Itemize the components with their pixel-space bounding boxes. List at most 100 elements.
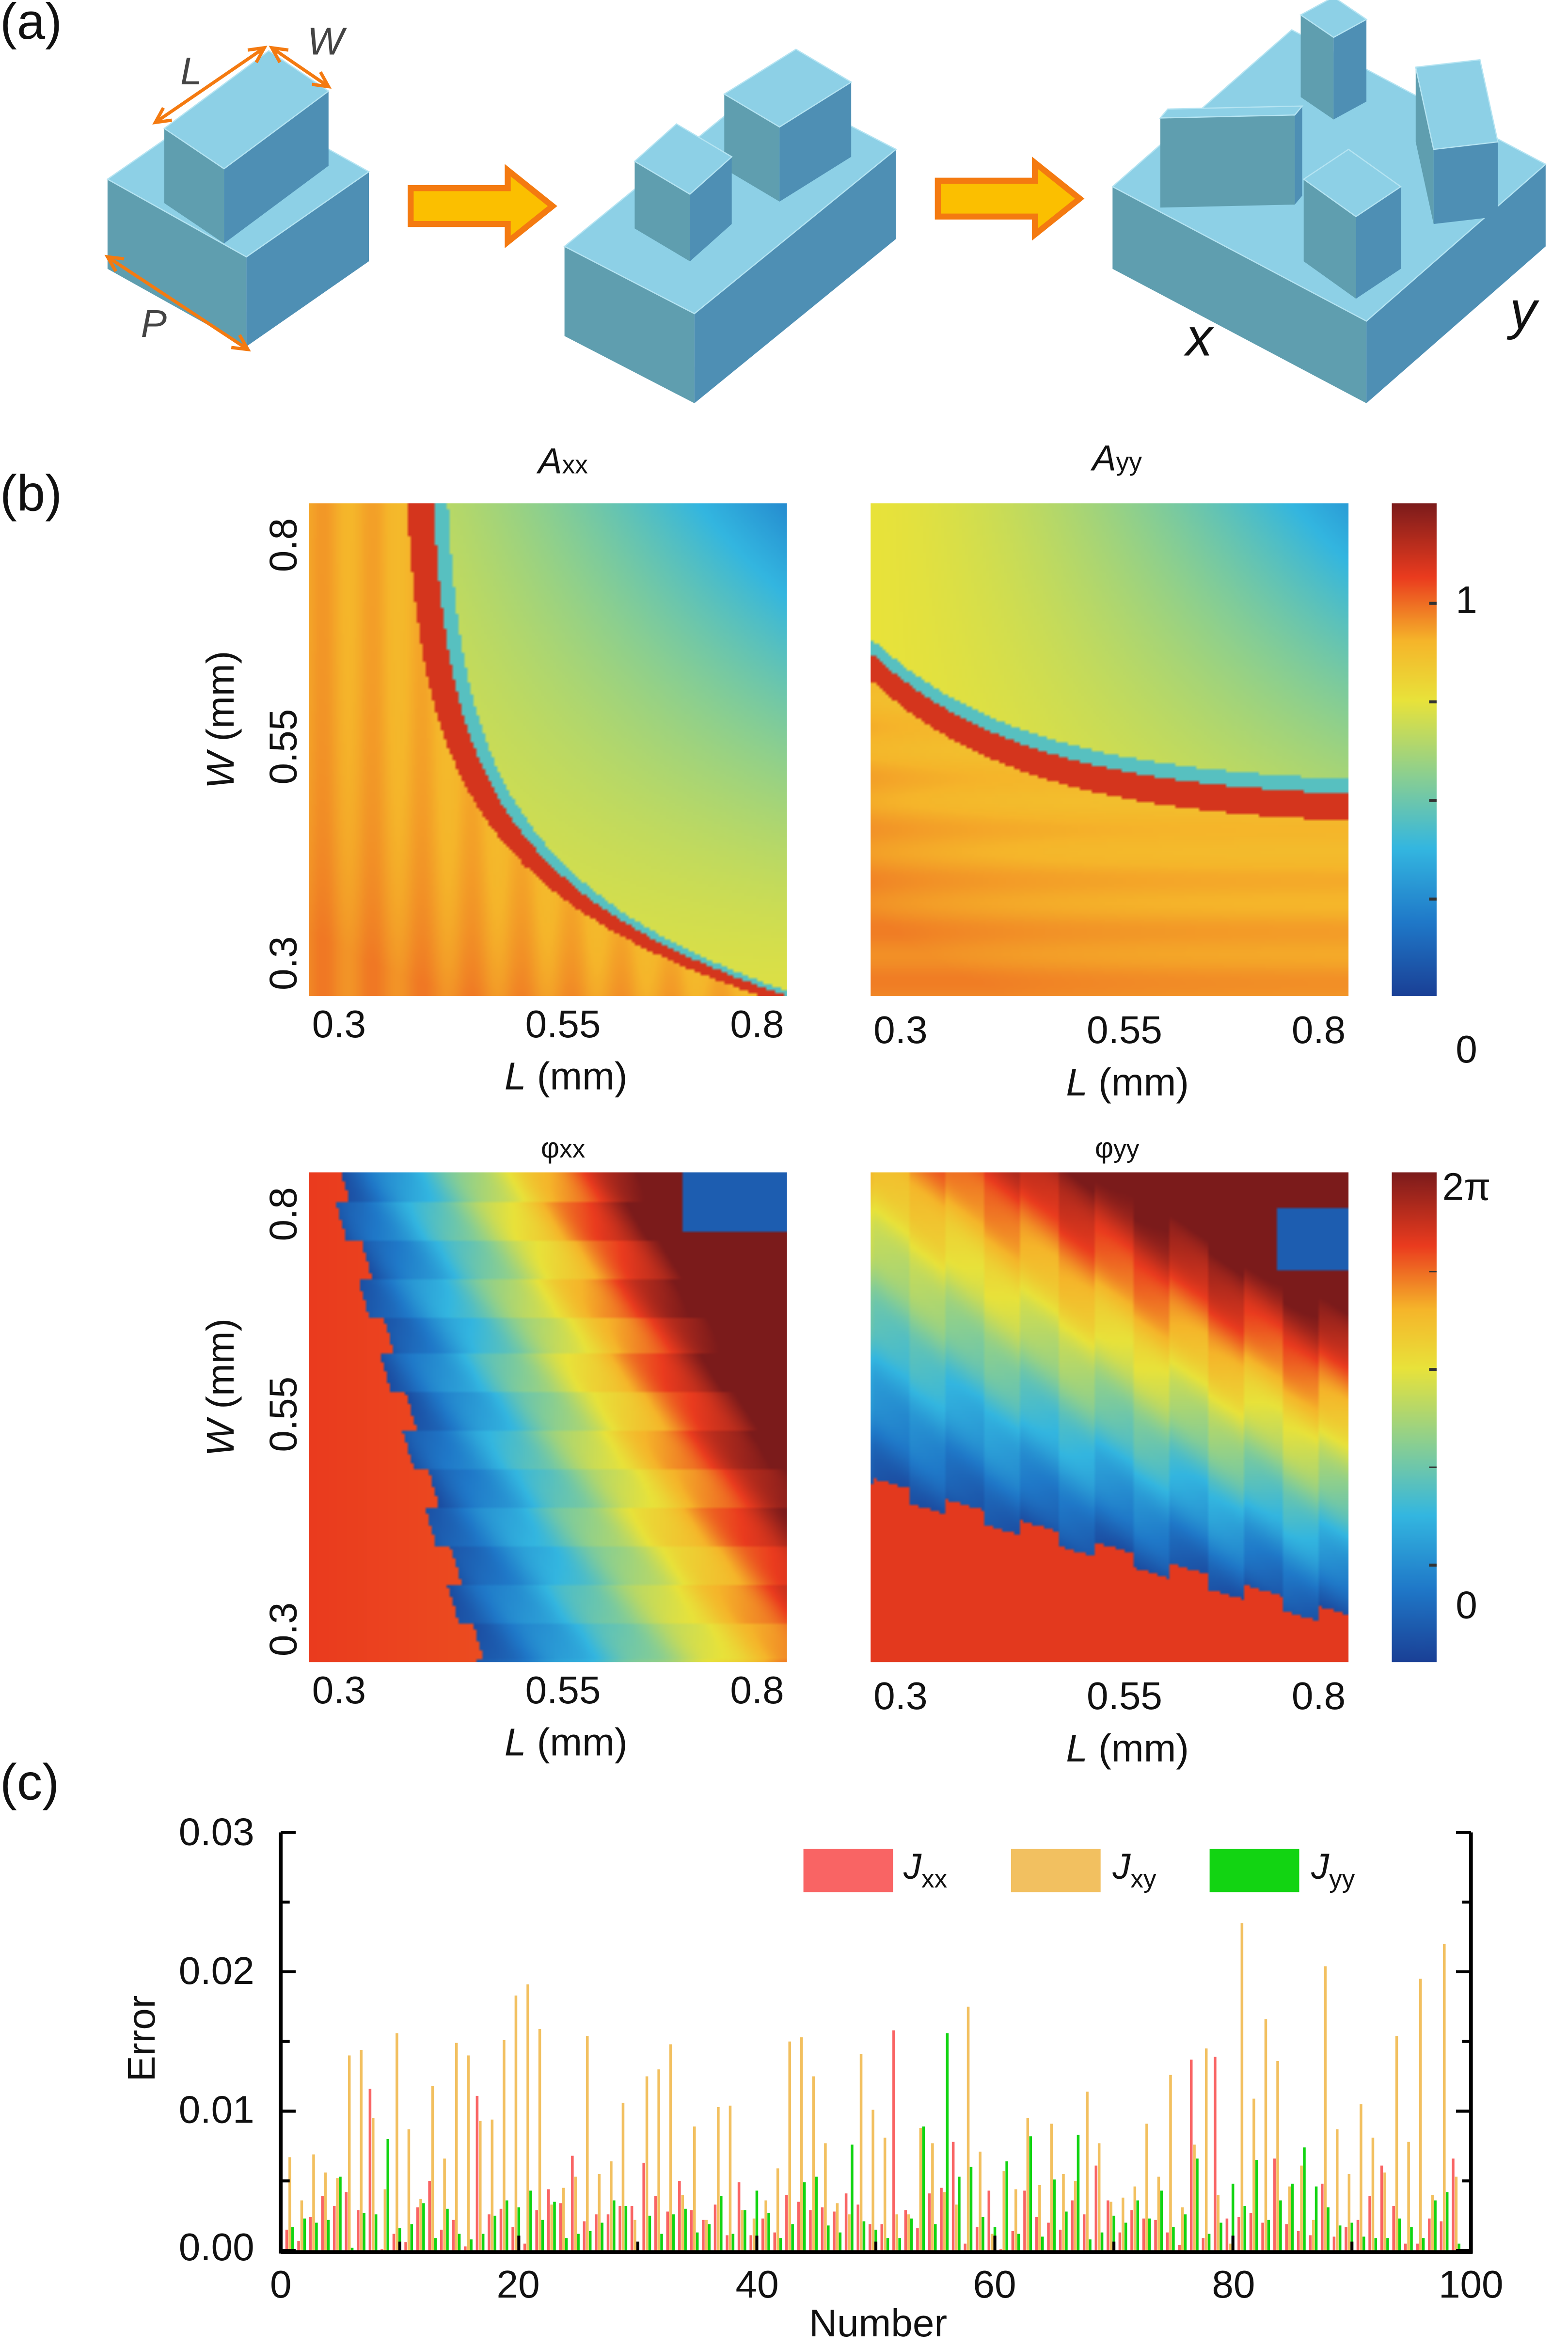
- bar-jxy: [883, 2138, 887, 2251]
- heatmap-title-sub: xx: [559, 1133, 586, 1164]
- colorbar-max-label: 2π: [1442, 1164, 1491, 1209]
- bar-jyy: [767, 2213, 770, 2251]
- bar-jxy: [1240, 1923, 1244, 2251]
- bar-jyy: [684, 2208, 687, 2251]
- bar-jyy: [1124, 2222, 1127, 2251]
- bar-jxy: [1074, 2181, 1077, 2251]
- bar-jxx: [1047, 2222, 1050, 2251]
- bar-jxx: [1189, 2060, 1193, 2251]
- bar-jyy: [755, 2190, 759, 2251]
- bar-jxx: [856, 2204, 859, 2251]
- bar-jyy: [1005, 2161, 1008, 2251]
- bar-jxx: [678, 2181, 681, 2251]
- bar-jxx: [606, 2214, 610, 2251]
- bar-jxx: [737, 2182, 741, 2251]
- bar-jxx: [654, 2196, 657, 2251]
- y-tick-label: 0.8: [260, 1187, 306, 1241]
- bar-jxx: [416, 2207, 419, 2251]
- colorbar: [1392, 1172, 1437, 1663]
- unit-cell-2-pillar-front: [634, 123, 733, 262]
- bar-jxy: [1122, 2197, 1125, 2251]
- axis-label-x: x: [1186, 306, 1213, 367]
- bar-jxy: [1169, 2075, 1172, 2251]
- bar-jxy: [1062, 2173, 1065, 2251]
- legend-label-main: J: [1112, 1847, 1131, 1888]
- bar-jyy: [672, 2214, 675, 2251]
- bar-jxy: [431, 2086, 434, 2251]
- heatmap-title-sub: xx: [562, 449, 588, 480]
- bar-jyy: [898, 2238, 901, 2251]
- bar-jxx: [1380, 2165, 1383, 2251]
- bar-jxy: [657, 2069, 660, 2251]
- bar-jyy: [744, 2210, 746, 2251]
- bar-jyy: [862, 2221, 866, 2251]
- bar-jyy: [1445, 2192, 1449, 2251]
- x-axis-label: Number: [809, 2300, 948, 2346]
- bar-jxy: [514, 1995, 518, 2251]
- y-tick-label: 0.8: [260, 518, 306, 572]
- bar-jxx: [571, 2156, 574, 2251]
- bar-jxy: [348, 2055, 351, 2251]
- bar-jxy: [562, 2188, 565, 2251]
- bar-jyy: [1100, 2232, 1104, 2251]
- bar-jxy: [681, 2195, 684, 2251]
- bar-jxx: [1142, 2218, 1145, 2251]
- bar-jyy: [1065, 2211, 1068, 2251]
- bar-jyy: [601, 2222, 604, 2251]
- bar-jxy: [574, 2176, 577, 2251]
- bar-jxy: [788, 2041, 791, 2251]
- bar-jxy: [871, 2109, 874, 2251]
- bar-jxy: [693, 2126, 696, 2251]
- bar-jyy: [339, 2176, 342, 2251]
- bar-jyy: [1017, 2234, 1020, 2251]
- legend-swatch-jxy: [1011, 1849, 1101, 1892]
- heatmap-title-sub: yy: [1113, 1133, 1140, 1164]
- bar-jyy: [422, 2203, 425, 2251]
- bar-jxy: [491, 2119, 494, 2251]
- bar-jxx: [821, 2207, 824, 2251]
- bar-jxy: [1419, 1979, 1422, 2251]
- y-tick-label: 0.00: [178, 2224, 254, 2269]
- bar-jyy: [1220, 2222, 1222, 2251]
- bar-jxx: [785, 2195, 788, 2251]
- bar-jxx: [595, 2214, 598, 2251]
- bar-jxx: [928, 2193, 931, 2251]
- bar-jxy: [1157, 2176, 1160, 2251]
- colorbar-tick: [1429, 602, 1437, 604]
- bar-jxx: [1404, 2243, 1407, 2251]
- bar-jyy: [1148, 2218, 1151, 2251]
- block-right-face: [1333, 19, 1367, 120]
- bar-jyy: [1291, 2184, 1294, 2251]
- dimension-label-l: L: [180, 48, 202, 94]
- unit-cell-3-pillar-front: [1302, 148, 1402, 299]
- y-axis-label-var: W: [198, 752, 243, 789]
- bar-jxy: [1324, 1966, 1327, 2251]
- unit-cell-1-pillar: [163, 50, 330, 244]
- x-axis-label-unit: (mm): [1087, 1059, 1189, 1105]
- bar-jxx: [809, 2210, 812, 2251]
- bar-jxy: [538, 2029, 541, 2251]
- block-top-face: [1159, 105, 1304, 119]
- bar-jyy: [1410, 2227, 1413, 2251]
- bar-jxy: [919, 2128, 922, 2251]
- legend-label-jxx: Jxx: [903, 1847, 947, 1895]
- bar-jxy: [1181, 2207, 1184, 2251]
- bar-jyy: [398, 2228, 401, 2251]
- heatmap-title-main: φ: [540, 1133, 560, 1165]
- bar-jxy: [1288, 2186, 1291, 2251]
- x-tick-label: 100: [1438, 2262, 1504, 2307]
- y-tick-label: 0.3: [260, 936, 306, 990]
- bar-jxy: [312, 2154, 315, 2251]
- axis-label-y: y: [1509, 279, 1537, 341]
- bar-jxx: [392, 2234, 396, 2251]
- bar-jxx: [1249, 2213, 1252, 2251]
- bar-jxy: [752, 2218, 756, 2251]
- bar-jxx: [1130, 2210, 1133, 2251]
- dimension-line: [154, 46, 266, 124]
- bar-jyy: [1457, 2243, 1461, 2251]
- bar-jxx: [999, 2249, 1002, 2251]
- colorbar-tick: [1429, 897, 1437, 900]
- bar-jxy: [1133, 2186, 1137, 2251]
- unit-cell-diagram: [104, 0, 1547, 403]
- dimension-label-w: W: [307, 18, 344, 63]
